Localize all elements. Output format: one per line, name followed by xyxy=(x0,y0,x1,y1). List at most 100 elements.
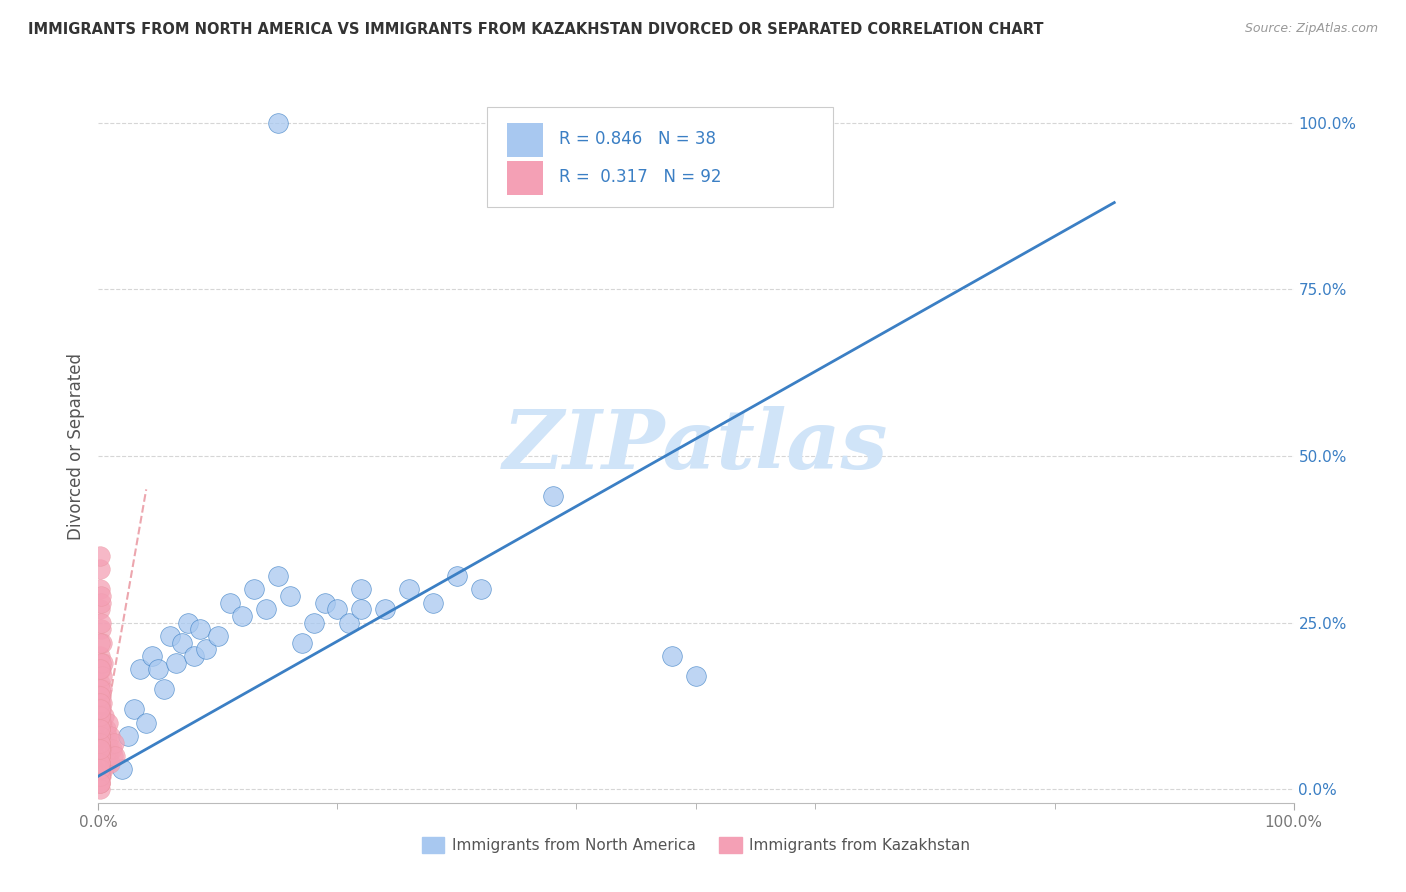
Point xyxy=(89,769,111,783)
Point xyxy=(90,702,112,716)
Point xyxy=(172,636,194,650)
Text: ZIPatlas: ZIPatlas xyxy=(503,406,889,486)
Point xyxy=(103,736,125,750)
Point xyxy=(91,736,114,750)
Point xyxy=(661,649,683,664)
Point xyxy=(90,769,112,783)
Point xyxy=(291,636,314,650)
Legend: Immigrants from North America, Immigrants from Kazakhstan: Immigrants from North America, Immigrant… xyxy=(415,831,977,859)
Point xyxy=(89,769,111,783)
Point xyxy=(89,756,111,770)
Point xyxy=(89,776,111,790)
Point xyxy=(91,696,114,710)
Bar xyxy=(508,123,543,157)
Point xyxy=(89,763,111,777)
Point xyxy=(89,602,111,616)
Point xyxy=(89,749,111,764)
Text: IMMIGRANTS FROM NORTH AMERICA VS IMMIGRANTS FROM KAZAKHSTAN DIVORCED OR SEPARATE: IMMIGRANTS FROM NORTH AMERICA VS IMMIGRA… xyxy=(28,22,1043,37)
Point xyxy=(117,729,139,743)
Point xyxy=(129,662,152,676)
Point xyxy=(89,662,111,676)
Point xyxy=(91,669,114,683)
Point xyxy=(89,736,111,750)
Point xyxy=(135,715,157,730)
Point xyxy=(89,549,111,563)
Point xyxy=(195,642,218,657)
Point xyxy=(97,749,120,764)
Point xyxy=(89,742,111,756)
Point xyxy=(89,736,111,750)
Point xyxy=(89,756,111,770)
Point xyxy=(183,649,205,664)
Point xyxy=(89,582,111,597)
Point xyxy=(207,629,229,643)
Text: R = 0.846   N = 38: R = 0.846 N = 38 xyxy=(558,130,716,148)
Point xyxy=(91,715,114,730)
Point xyxy=(89,729,111,743)
Point xyxy=(89,769,111,783)
Point xyxy=(89,763,111,777)
Point xyxy=(89,742,111,756)
Bar xyxy=(508,161,543,194)
Point xyxy=(89,736,111,750)
Point xyxy=(254,602,277,616)
Point xyxy=(89,709,111,723)
Text: Source: ZipAtlas.com: Source: ZipAtlas.com xyxy=(1244,22,1378,36)
Point xyxy=(89,729,111,743)
Point xyxy=(89,749,111,764)
Point xyxy=(541,489,564,503)
FancyBboxPatch shape xyxy=(486,107,834,207)
Point xyxy=(141,649,163,664)
Point xyxy=(159,629,181,643)
Point xyxy=(89,776,111,790)
Point xyxy=(685,669,707,683)
Point xyxy=(470,582,492,597)
Point xyxy=(89,715,111,730)
Point xyxy=(104,749,127,764)
Point xyxy=(148,662,170,676)
Point xyxy=(231,609,253,624)
Point xyxy=(89,682,111,697)
Point xyxy=(90,589,112,603)
Point xyxy=(97,715,120,730)
Point xyxy=(90,656,112,670)
Point xyxy=(100,742,122,756)
Point xyxy=(89,749,111,764)
Point xyxy=(98,742,121,756)
Point xyxy=(89,723,111,737)
Point xyxy=(91,636,114,650)
Point xyxy=(90,689,112,703)
Point xyxy=(111,763,134,777)
Point xyxy=(89,763,111,777)
Point xyxy=(89,763,111,777)
Point xyxy=(98,756,122,770)
Point xyxy=(90,623,112,637)
Point xyxy=(153,682,176,697)
Point xyxy=(89,709,111,723)
Point xyxy=(398,582,420,597)
Text: R =  0.317   N = 92: R = 0.317 N = 92 xyxy=(558,168,721,186)
Point xyxy=(374,602,396,616)
Point xyxy=(90,709,112,723)
Point xyxy=(89,782,111,797)
Point xyxy=(89,689,111,703)
Point xyxy=(90,715,112,730)
Point xyxy=(93,709,115,723)
Point xyxy=(89,756,111,770)
Y-axis label: Divorced or Separated: Divorced or Separated xyxy=(66,352,84,540)
Point xyxy=(90,729,112,743)
Point xyxy=(89,649,111,664)
Point xyxy=(96,729,118,743)
Point xyxy=(91,682,114,697)
Point xyxy=(89,675,111,690)
Point xyxy=(326,602,349,616)
Point xyxy=(91,723,114,737)
Point xyxy=(89,736,111,750)
Point xyxy=(177,615,200,630)
Point xyxy=(267,115,290,129)
Point xyxy=(89,763,111,777)
Point xyxy=(93,736,115,750)
Point xyxy=(89,776,111,790)
Point xyxy=(243,582,266,597)
Point xyxy=(89,749,111,764)
